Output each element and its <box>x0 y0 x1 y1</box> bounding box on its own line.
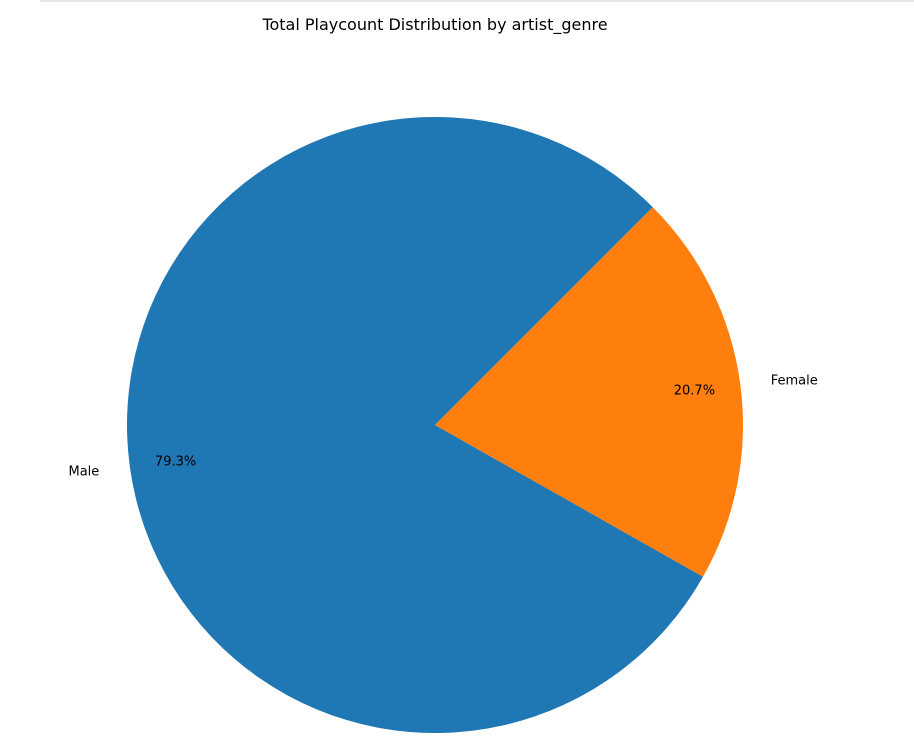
pie-labels: Male 79.3% Female 20.7% <box>68 373 817 479</box>
slice-percent-male: 79.3% <box>155 454 196 469</box>
top-divider <box>40 0 914 2</box>
pie-slice-male <box>127 117 704 734</box>
chart-title: Total Playcount Distribution by artist_g… <box>262 15 608 34</box>
pie-slice-female <box>435 207 743 577</box>
slice-label-male: Male <box>68 465 99 480</box>
slice-percent-female: 20.7% <box>674 384 715 399</box>
slice-label-female: Female <box>771 373 818 388</box>
pie-slices <box>127 117 743 734</box>
